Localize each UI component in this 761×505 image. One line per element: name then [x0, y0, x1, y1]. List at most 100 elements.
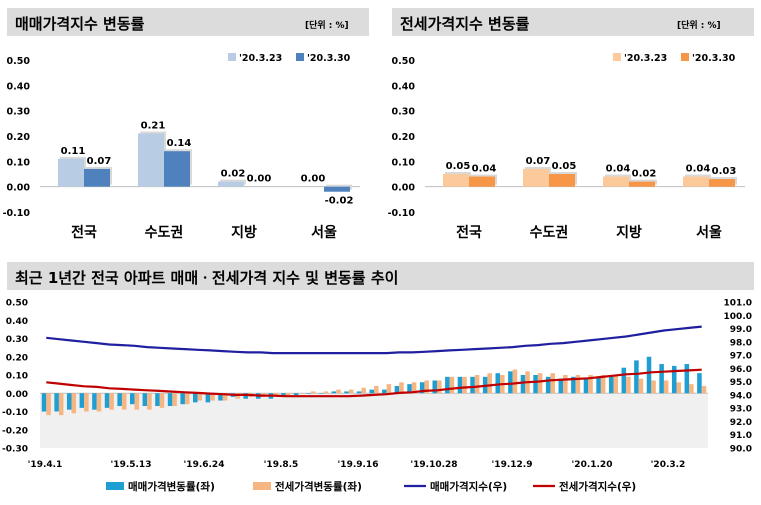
- trend-jeonse-rate-bar: [361, 387, 366, 394]
- jeonse-bar: [549, 174, 575, 187]
- sales-category-label: 지방: [231, 224, 257, 241]
- sales-bar: [324, 186, 350, 192]
- trend-right-tick: 97.0: [730, 352, 752, 362]
- sales-bar-value-label: 0.00: [247, 174, 272, 185]
- jeonse-category-label: 수도권: [530, 225, 569, 241]
- trend-legend-label: 매매가격지수(우): [430, 480, 507, 493]
- trend-right-tick: 90.0: [730, 445, 752, 455]
- trend-x-tick: '19.9.16: [338, 460, 379, 470]
- trend-x-tick: '19.12.9: [492, 460, 533, 470]
- trend-jeonse-rate-bar: [71, 393, 77, 414]
- jeonse-bar-value-label: 0.03: [712, 166, 737, 177]
- jeonse-y-tick: 0.10: [392, 157, 416, 168]
- trend-sales-rate-bar: [533, 375, 538, 394]
- sales-category-label: 수도권: [145, 225, 184, 241]
- jeonse-bar: [683, 176, 709, 187]
- trend-left-tick: 0.30: [6, 335, 28, 345]
- sales-bar-value-label: 0.11: [61, 146, 86, 157]
- trend-right-tick: 98.0: [730, 338, 752, 348]
- jeonse-bar: [603, 176, 629, 187]
- sales-bar: [138, 133, 164, 187]
- trend-jeonse-rate-bar: [613, 375, 619, 394]
- trend-left-tick: -0.10: [2, 408, 28, 418]
- trend-jeonse-rate-bar: [399, 382, 404, 394]
- trend-jeonse-rate-bar: [424, 380, 429, 394]
- trend-jeonse-rate-bar: [210, 393, 215, 401]
- trend-sales-rate-bar: [66, 393, 72, 410]
- trend-jeonse-rate-bar: [298, 393, 303, 394]
- trend-sales-rate-bar: [445, 376, 450, 394]
- trend-jeonse-rate-bar: [46, 393, 51, 416]
- sales-chart-title: 매매가격지수 변동률: [15, 15, 145, 33]
- jeonse-legend-label: '20.3.23: [624, 53, 667, 64]
- trend-legend-label: 전세가격변동률(좌): [275, 480, 362, 493]
- trend-jeonse-rate-bar: [474, 375, 480, 394]
- trend-sales-rate-bar: [571, 376, 576, 394]
- sales-bar: [58, 158, 84, 187]
- trend-sales-rate-bar: [41, 393, 47, 412]
- trend-jeonse-index-line: [46, 368, 702, 398]
- sales-y-tick: 0.50: [7, 56, 31, 67]
- trend-jeonse-rate-bar: [147, 393, 152, 410]
- trend-sales-rate-bar: [470, 376, 475, 394]
- trend-jeonse-rate-bar: [310, 391, 316, 394]
- trend-legend-swatch: [106, 482, 124, 490]
- trend-right-tick: 91.0: [730, 431, 752, 441]
- trend-sales-rate-bar: [319, 393, 324, 394]
- trend-sales-rate-bar: [407, 384, 412, 394]
- sales-bar-value-label: 0.07: [87, 156, 112, 167]
- trend-sales-rate-bar: [79, 393, 85, 408]
- trend-sales-rate-bar: [54, 393, 59, 412]
- sales-y-tick: 0.00: [7, 183, 31, 194]
- sales-category-label: 서울: [311, 224, 337, 241]
- trend-sales-rate-bar: [419, 382, 425, 394]
- trend-left-tick: -0.30: [2, 445, 28, 455]
- trend-legend-swatch: [253, 482, 271, 490]
- sales-legend-label: '20.3.23: [239, 53, 282, 64]
- trend-sales-rate-bar: [495, 373, 501, 394]
- jeonse-bar-value-label: 0.05: [552, 161, 577, 172]
- jeonse-bar: [709, 179, 735, 187]
- trend-sales-rate-bar: [369, 389, 374, 394]
- trend-jeonse-rate-bar: [437, 380, 442, 394]
- trend-jeonse-rate-bar: [172, 393, 177, 407]
- trend-sales-rate-bar: [92, 393, 97, 410]
- jeonse-y-tick: 0.00: [392, 183, 416, 194]
- trend-sales-rate-bar: [684, 364, 690, 394]
- trend-x-tick: '19.8.5: [264, 460, 299, 470]
- trend-sales-rate-bar: [117, 393, 122, 407]
- trend-legend-label: 매매가격변동률(좌): [128, 480, 215, 493]
- trend-sales-rate-bar: [596, 376, 601, 394]
- trend-jeonse-rate-bar: [651, 380, 656, 394]
- trend-jeonse-rate-bar: [348, 389, 354, 394]
- trend-jeonse-rate-bar: [462, 376, 467, 394]
- jeonse-bar-value-label: 0.02: [632, 169, 657, 180]
- trend-sales-rate-bar: [205, 393, 211, 403]
- trend-sales-rate-bar: [356, 391, 362, 394]
- trend-legend-label: 전세가격지수(우): [559, 480, 636, 493]
- sales-panel-header: 매매가격지수 변동률 [단위 : %]: [7, 8, 369, 36]
- trend-jeonse-rate-bar: [588, 375, 593, 394]
- trend-right-tick: 92.0: [730, 418, 752, 428]
- trend-sales-rate-bar: [520, 375, 526, 394]
- trend-right-tick: 94.0: [730, 391, 752, 401]
- trend-x-tick: '19.4.1: [28, 460, 63, 470]
- sales-legend-swatch: [296, 53, 304, 61]
- trend-jeonse-rate-bar: [512, 369, 518, 394]
- trend-sales-rate-bar: [306, 393, 311, 394]
- sales-bar-value-label: -0.02: [325, 196, 354, 207]
- trend-x-tick: '20.3.2: [651, 460, 686, 470]
- jeonse-legend-swatch: [681, 53, 689, 61]
- jeonse-y-tick: -0.10: [388, 208, 416, 219]
- jeonse-legend-label: '20.3.30: [692, 53, 736, 64]
- trend-sales-index-line: [46, 325, 702, 355]
- trend-jeonse-rate-bar: [222, 393, 228, 401]
- trend-sales-rate-bar: [558, 378, 564, 394]
- trend-right-tick: 100.0: [724, 312, 752, 322]
- jeonse-legend-swatch: [613, 53, 621, 61]
- trend-jeonse-rate-bar: [550, 373, 555, 394]
- trend-jeonse-rate-bar: [58, 393, 64, 416]
- trend-jeonse-rate-bar: [575, 375, 581, 394]
- trend-sales-rate-bar: [167, 393, 173, 407]
